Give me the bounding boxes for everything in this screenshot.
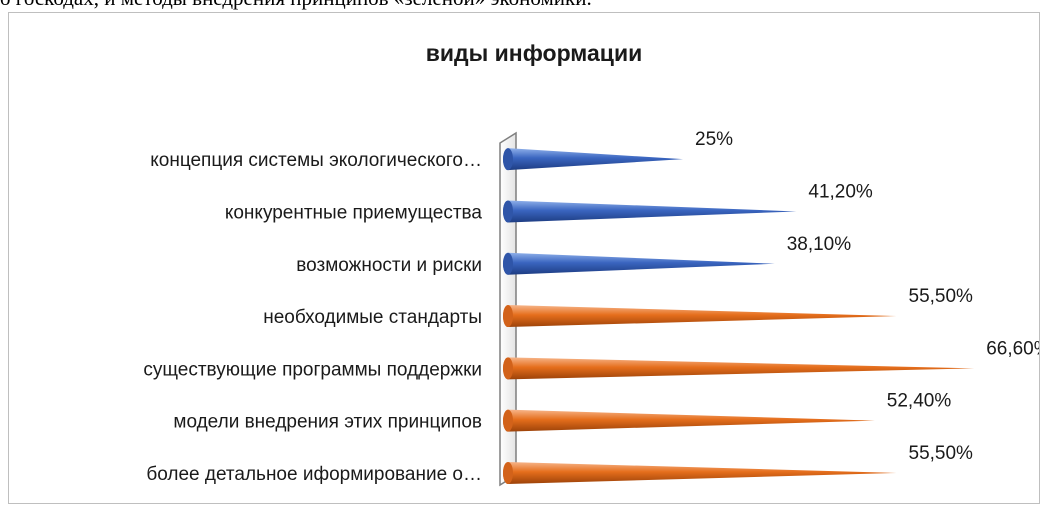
data-label: 52,40%	[887, 391, 952, 412]
category-label: возможности и риски	[296, 255, 482, 276]
category-label: модели внедрения этих принципов	[173, 412, 482, 433]
bar	[503, 409, 875, 432]
bar	[503, 148, 683, 171]
data-label: 55,50%	[909, 286, 974, 307]
category-label: концепция системы экологического…	[150, 150, 482, 171]
data-label: 25%	[695, 129, 733, 150]
chart-area: виды информации концепция системы эколог…	[8, 12, 1040, 504]
bar	[503, 305, 897, 328]
bar	[503, 252, 775, 275]
chart-title: виды информации	[426, 40, 642, 66]
bar	[503, 200, 797, 223]
document-text-above: о госкодах, и методы внедрения принципов…	[0, 0, 1048, 10]
data-label: 38,10%	[787, 234, 852, 255]
category-label: конкурентные приемущества	[225, 202, 483, 223]
bar	[503, 461, 897, 484]
data-label: 55,50%	[909, 443, 974, 464]
category-label: более детальное иформирование о…	[146, 464, 482, 485]
category-label: существующие программы поддержки	[143, 359, 482, 380]
bar-chart: виды информации концепция системы эколог…	[143, 40, 1040, 487]
bar	[503, 357, 975, 380]
data-label: 66,60%	[986, 338, 1040, 359]
data-label: 41,20%	[808, 181, 873, 202]
category-label: необходимые стандарты	[263, 307, 482, 328]
